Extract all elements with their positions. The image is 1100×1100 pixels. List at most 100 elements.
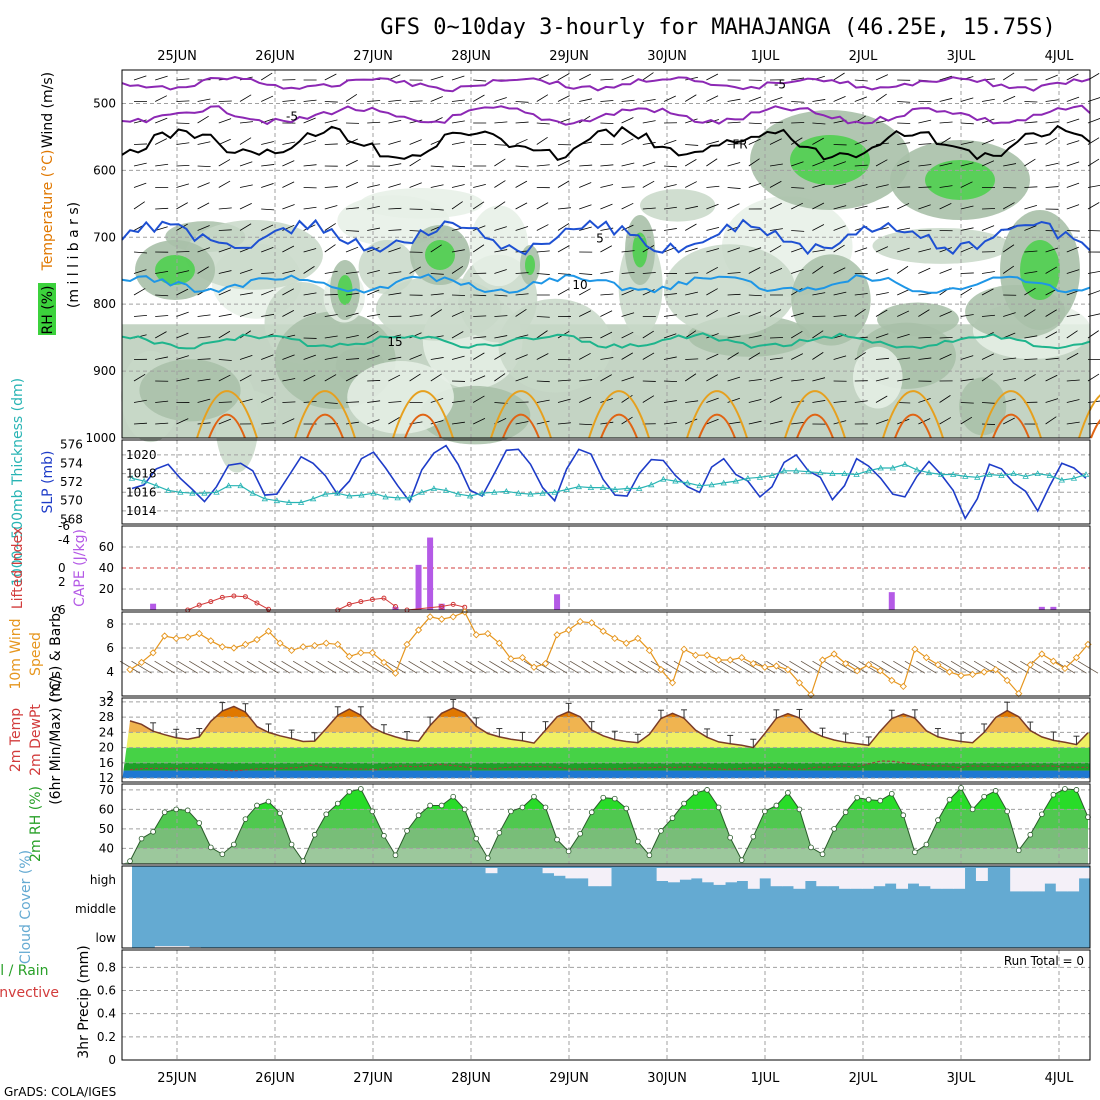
rh-tick-60: 60	[99, 802, 114, 816]
th-tick-576: 576	[60, 438, 83, 452]
barb-34-10	[854, 293, 868, 296]
wind-point-23	[391, 669, 400, 677]
barb-10-16	[345, 421, 359, 425]
wind-point-61	[830, 650, 838, 658]
barb-36-1	[897, 101, 911, 103]
barb-39-6	[960, 205, 974, 210]
thickness-point-8	[225, 482, 232, 489]
barb-37-11	[918, 309, 930, 317]
iso-20-0	[196, 390, 258, 439]
barb-32-8	[812, 249, 826, 253]
thickness-point-39	[599, 484, 607, 490]
barb-18-10	[515, 293, 529, 296]
barb-12-15	[388, 401, 402, 403]
rh-point-73	[969, 806, 976, 813]
temp-band-3	[122, 747, 1090, 763]
bottom-date-6: 1JUL	[751, 1071, 781, 1086]
barb-20-5	[557, 180, 570, 188]
barb-27-14	[706, 374, 718, 382]
barb-5-6	[239, 203, 252, 210]
barb-1-2	[155, 117, 168, 124]
thickness-point-66	[925, 469, 933, 476]
barb-27-9	[706, 266, 719, 274]
barb-17-5	[494, 180, 506, 188]
barb-3-12	[197, 336, 211, 339]
barb-27-15	[706, 397, 719, 403]
wind-point-14	[287, 646, 296, 655]
top-date-6: 1JUL	[751, 49, 781, 64]
rh-point-43	[623, 805, 630, 812]
barb-15-1	[451, 99, 465, 102]
barb-5-11	[239, 311, 253, 317]
barb-11-10	[367, 289, 380, 296]
barb-36-10	[897, 289, 910, 296]
barb-9-11	[324, 314, 338, 317]
rh-point-31	[485, 855, 491, 861]
barb-30-15	[769, 396, 782, 403]
barb-26-16	[685, 418, 698, 425]
barb-42-7	[1024, 225, 1037, 231]
barb-11-15	[367, 400, 381, 403]
barb-13-5	[409, 182, 422, 188]
barb-5-2	[239, 121, 253, 124]
thickness-point-57	[817, 469, 824, 476]
thickness-point-13	[285, 499, 293, 505]
thickness-label: 1000~500mb Thickness (dm)	[10, 378, 26, 586]
barb-31-5	[791, 187, 805, 189]
barb-23-14	[621, 376, 635, 382]
sfc-barb-83	[1077, 660, 1099, 674]
barb-41-8	[1002, 244, 1015, 253]
rh-band-1	[122, 828, 1088, 849]
cape-bar-7	[1038, 606, 1045, 610]
rh-point-39	[577, 830, 583, 837]
barb-28-6	[727, 203, 740, 210]
barb-3-4	[197, 165, 211, 168]
high-cloud-58	[793, 868, 806, 889]
thickness-point-69	[962, 473, 969, 479]
thickness-point-51	[744, 474, 752, 481]
barb-37-5	[918, 186, 932, 188]
high-cloud-62	[839, 868, 851, 889]
bottom-date-8: 3JUL	[947, 1071, 977, 1086]
barb-2-5	[176, 183, 190, 188]
temp-label-1: 2m Temp	[8, 708, 24, 772]
barb-29-16	[748, 420, 762, 425]
high-cloud-51	[713, 868, 726, 885]
thickness-point-60	[853, 471, 860, 477]
barb-33-11	[833, 314, 847, 317]
wind-point-30	[472, 631, 480, 639]
barb-38-2	[939, 121, 953, 124]
wind-point-52	[726, 656, 734, 664]
barb-26-10	[685, 291, 698, 296]
barb-42-10	[1024, 287, 1036, 296]
barb-14-1	[430, 96, 443, 102]
wind-point-36	[541, 659, 550, 668]
rh-cell-25	[359, 188, 484, 219]
barb-37-9	[918, 267, 931, 274]
cape-bar-6	[888, 592, 895, 610]
barb-4-16	[218, 418, 232, 425]
credit: GrADS: COLA/IGES	[4, 1085, 116, 1099]
sfc-barb-49	[685, 660, 706, 674]
barb-1-13	[155, 356, 169, 360]
barb-35-13	[875, 357, 889, 360]
barb-26-8	[685, 247, 698, 253]
barb-16-10	[473, 294, 487, 297]
barb-2-8	[176, 251, 190, 253]
high-cloud-60	[816, 868, 829, 887]
low-cloud-3	[166, 946, 179, 948]
sfc-barb-45	[639, 660, 660, 674]
barb-9-15	[324, 402, 338, 404]
barb-3-3	[197, 141, 211, 145]
barb-16-0	[473, 79, 487, 82]
barb-36-9	[896, 265, 909, 274]
rh-point-46	[658, 828, 664, 834]
barb-31-8	[791, 247, 804, 253]
thickness-point-10	[249, 489, 256, 496]
barb-19-15	[536, 399, 550, 403]
barb-5-5	[239, 184, 253, 188]
sfc-barb-41	[593, 660, 614, 674]
thickness-point-56	[805, 468, 812, 475]
wind-tick-6: 6	[106, 641, 114, 655]
barb-43-1	[1045, 99, 1059, 102]
